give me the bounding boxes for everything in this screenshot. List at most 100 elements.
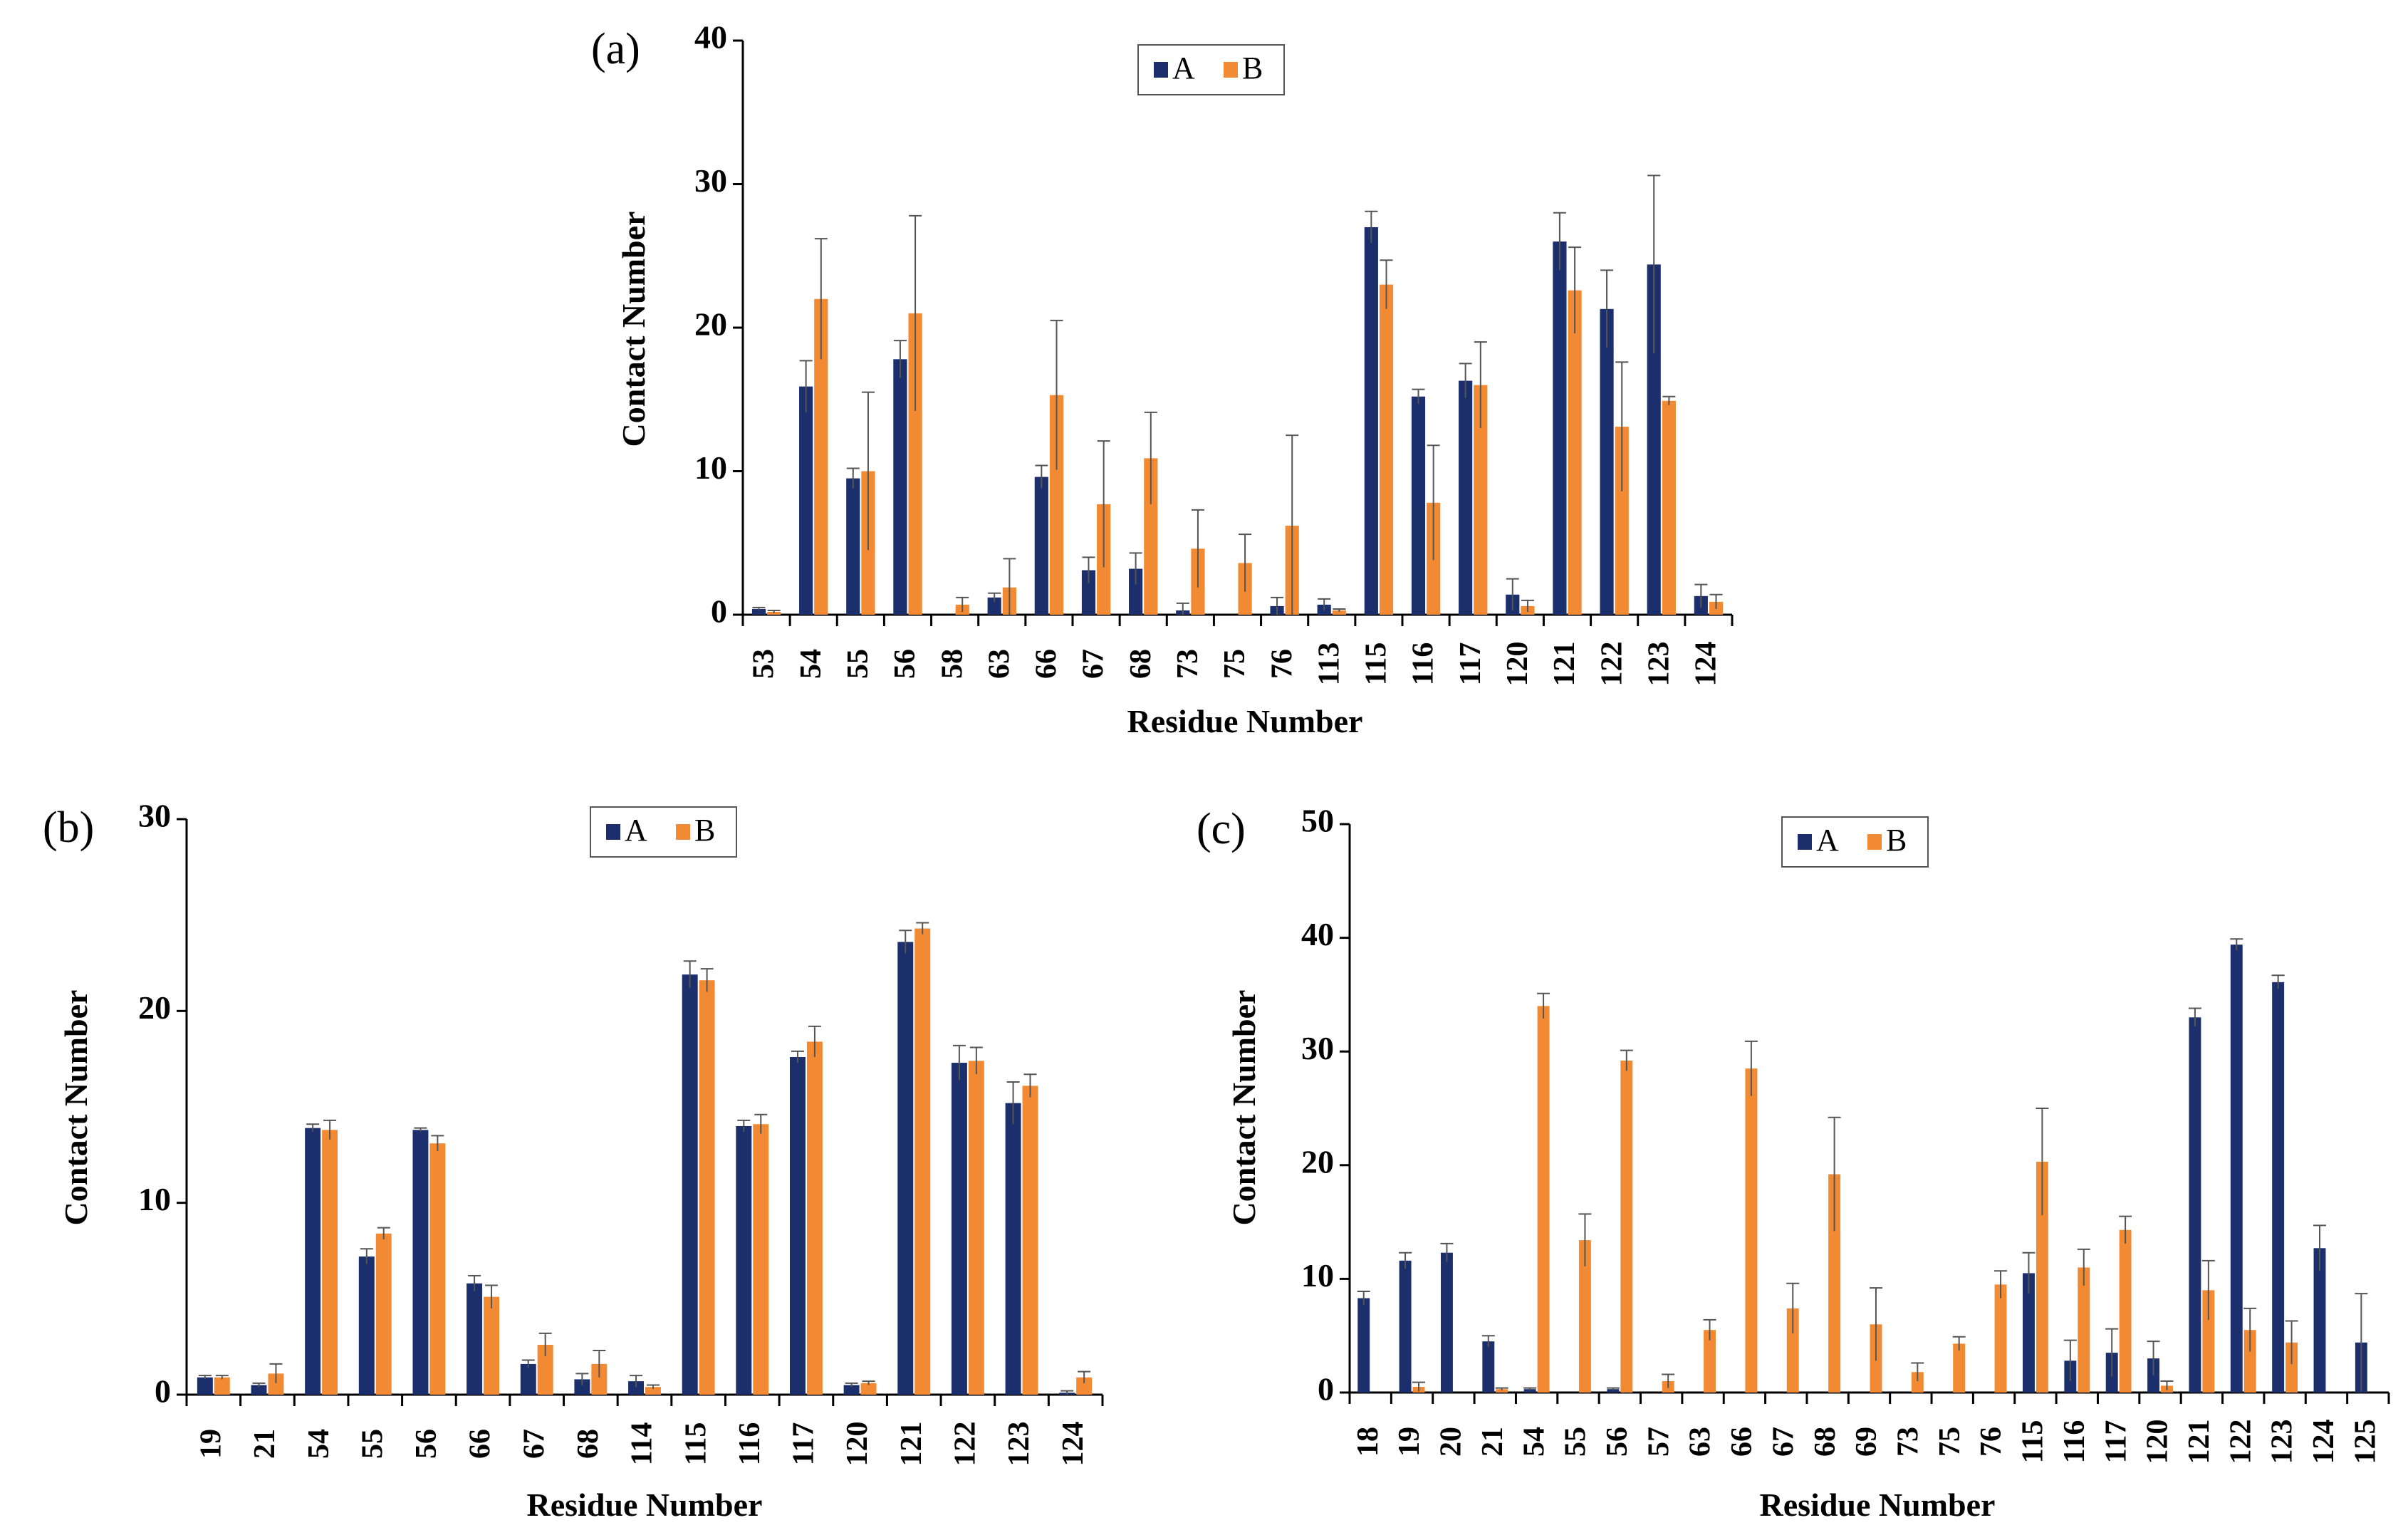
x-tick-label: 123	[1003, 1422, 1036, 1467]
x-tick-label: 67	[1767, 1427, 1800, 1457]
bar-A-56	[412, 1130, 429, 1395]
x-tick-label: 73	[1892, 1427, 1925, 1457]
bar-A-116	[736, 1125, 752, 1395]
bar-A-115	[682, 974, 698, 1395]
x-tick-label: 56	[889, 649, 922, 679]
bar-B-115	[1379, 284, 1394, 615]
x-tick-label: 121	[2183, 1420, 2216, 1464]
bar-B-55	[1578, 1240, 1591, 1393]
x-tick-label: 115	[679, 1422, 712, 1466]
legend-label-A: A	[1816, 823, 1839, 858]
x-tick-label: 117	[2100, 1420, 2132, 1464]
bar-B-56	[908, 313, 922, 615]
bar-B-123	[1662, 400, 1676, 615]
x-tick-label: 56	[1601, 1427, 1634, 1457]
chart-panel-b: (b) 0 10 20 30 19 21 54 55 56 66 67 68 114 115 116 117 12…	[43, 798, 1104, 1523]
x-tick-label: 122	[1595, 642, 1628, 687]
bar-A-123	[2272, 982, 2285, 1393]
bar-B-21	[268, 1373, 284, 1395]
y-tick-label: 50	[1301, 803, 1334, 839]
legend-swatch-A	[1798, 834, 1812, 850]
bar-A-54	[305, 1128, 321, 1395]
y-axis-title: Contact Number	[58, 990, 94, 1226]
x-tick-label: 122	[2224, 1420, 2257, 1464]
y-tick-label: 10	[1301, 1257, 1334, 1294]
bar-B-21	[1496, 1389, 1508, 1393]
bar-A-54	[1523, 1389, 1536, 1393]
legend-label-B: B	[1242, 51, 1263, 85]
y-tick-label: 40	[1301, 916, 1334, 952]
bar-A-123	[1647, 264, 1661, 615]
x-tick-label: 63	[983, 649, 1016, 679]
y-axis-title: Contact Number	[1226, 990, 1262, 1226]
bar-B-55	[375, 1233, 392, 1395]
bar-B-116	[753, 1124, 769, 1395]
y-tick-label: 10	[138, 1181, 171, 1217]
bar-A-114	[628, 1381, 644, 1395]
y-tick-label: 0	[711, 593, 727, 630]
x-tick-label: 124	[2308, 1420, 2340, 1464]
x-tick-label: 69	[1850, 1427, 1883, 1457]
bar-B-68	[1828, 1174, 1841, 1393]
legend-label-A: A	[625, 813, 647, 848]
bar-A-115	[1364, 227, 1378, 615]
bar-B-68	[1144, 458, 1158, 615]
bar-A-18	[1357, 1298, 1370, 1393]
bar-A-21	[1482, 1341, 1495, 1393]
x-axis-title: Residue Number	[1760, 1487, 1996, 1523]
x-axis-title: Residue Number	[1127, 703, 1363, 739]
x-tick-label: 68	[1809, 1427, 1842, 1457]
bar-A-117	[1459, 380, 1473, 615]
bar-B-122	[1615, 427, 1629, 615]
x-tick-label: 19	[1393, 1427, 1426, 1457]
bar-A-123	[1005, 1103, 1021, 1395]
x-tick-label: 55	[842, 649, 875, 679]
bar-A-20	[1440, 1252, 1453, 1393]
x-tick-label: 19	[194, 1429, 227, 1459]
x-tick-label: 18	[1352, 1427, 1385, 1457]
x-tick-label: 116	[2058, 1420, 2091, 1464]
x-tick-label: 123	[2266, 1420, 2299, 1464]
bar-B-122	[2243, 1330, 2256, 1393]
bar-B-117	[1474, 385, 1488, 615]
y-tick-label: 20	[694, 306, 727, 343]
bar-B-19	[214, 1377, 230, 1395]
x-tick-label: 120	[1501, 642, 1534, 687]
x-tick-label: 66	[464, 1429, 497, 1459]
x-tick-label: 117	[788, 1422, 820, 1466]
bar-B-116	[2078, 1267, 2090, 1393]
bar-B-117	[2119, 1229, 2132, 1393]
x-tick-label: 73	[1172, 649, 1204, 679]
x-tick-label: 21	[1476, 1427, 1509, 1457]
x-tick-label: 53	[748, 649, 781, 679]
y-tick-label: 30	[1301, 1030, 1334, 1066]
x-tick-label: 113	[1313, 642, 1345, 686]
bar-B-113	[1332, 610, 1346, 615]
x-tick-label: 121	[1548, 642, 1581, 687]
bar-B-67	[1786, 1308, 1799, 1393]
bar-B-56	[1620, 1060, 1633, 1393]
x-tick-label: 116	[1407, 642, 1440, 686]
y-tick-label: 20	[1301, 1143, 1334, 1180]
bar-A-115	[2023, 1273, 2035, 1393]
x-tick-label: 121	[895, 1422, 928, 1467]
x-tick-label: 123	[1642, 642, 1675, 687]
legend-swatch-A	[606, 824, 620, 840]
x-tick-label: 76	[1266, 649, 1298, 679]
x-tick-label: 125	[2349, 1420, 2382, 1464]
bar-B-117	[806, 1041, 823, 1395]
x-tick-label: 117	[1454, 642, 1487, 686]
bar-A-117	[790, 1056, 806, 1395]
y-tick-label: 30	[138, 798, 171, 834]
bar-B-115	[699, 980, 715, 1395]
legend-swatch-B	[676, 824, 690, 840]
legend-swatch-A	[1154, 62, 1168, 78]
bar-A-67	[520, 1363, 536, 1395]
panel-label: (c)	[1197, 805, 1246, 853]
bar-A-66	[467, 1283, 483, 1395]
y-tick-label: 10	[694, 449, 727, 486]
x-tick-label: 55	[1560, 1427, 1593, 1457]
